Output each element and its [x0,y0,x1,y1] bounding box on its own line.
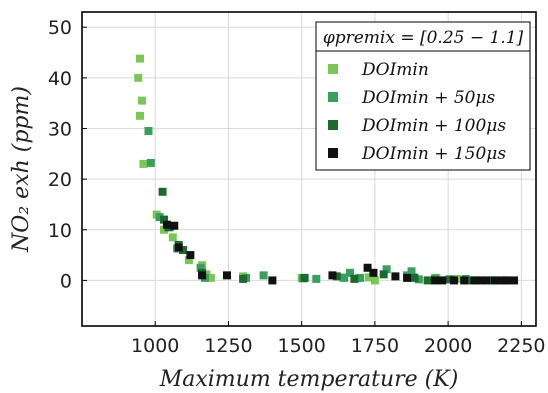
legend-label: DOImin [361,60,429,80]
plot-frame [81,11,537,327]
legend-marker [328,64,338,74]
data-point-series-3 [239,274,248,283]
legend-label: DOImin + 150μs [361,144,506,164]
legend-box [315,21,531,171]
data-point-series-4 [490,276,499,285]
data-point-series-1 [168,233,177,242]
legend-marker [328,148,338,158]
data-point-series-1 [135,111,144,120]
data-point-series-3 [445,275,454,284]
data-point-series-2 [144,127,153,136]
legend-items: DOImin DOImin + 50μs DOImin + 100μs DOImin … [328,60,506,164]
data-point-series-4 [328,271,337,280]
data-point-series-4 [460,276,469,285]
data-point-series-3 [464,276,473,285]
legend: φpremix = [0.25 − 1.1] DOImin DOImin + 50… [315,21,531,171]
data-point-series-4 [369,268,378,277]
data-point-series-3 [332,272,341,281]
y-tick-label: 30 [48,118,72,140]
data-point-series-1 [206,273,215,282]
data-point-series-3 [158,187,167,196]
data-point-series-4 [510,276,519,285]
data-point-series-4 [391,272,400,281]
data-point-series-1 [139,159,148,168]
data-point-series-1 [135,54,144,63]
legend-label: DOImin + 50μs [361,88,496,108]
legend-marker [328,120,338,130]
data-point-series-1 [160,225,169,234]
legend-label: DOImin + 100μs [361,116,506,136]
data-point-series-4 [476,276,485,285]
data-point-series-2 [196,263,205,272]
data-point-series-4 [268,276,277,285]
data-points [134,54,519,285]
data-point-series-2 [146,158,155,167]
legend-marker [328,92,338,102]
data-point-series-4 [174,243,183,252]
data-point-series-4 [363,263,372,272]
data-point-series-3 [160,215,169,224]
data-point-series-4 [430,276,439,285]
x-tick-label: 2000 [424,335,472,357]
data-point-series-4 [162,220,171,229]
x-tick-label: 1250 [204,335,252,357]
data-point-series-3 [179,246,188,255]
data-point-series-3 [379,270,388,279]
data-point-series-2 [414,275,423,284]
x-tick-label: 2250 [497,335,545,357]
x-tick-label: 1000 [131,335,179,357]
x-axis-title: Maximum temperature (K) [159,367,459,392]
data-point-series-1 [365,273,374,282]
data-point-series-1 [370,276,379,285]
data-point-series-2 [346,268,355,277]
data-point-series-3 [350,274,359,283]
ticks: 1000 1250 1500 1750 2000 2250 0 10 20 30 40 50 [48,17,546,357]
data-point-series-4 [198,271,207,280]
y-tick-label: 20 [48,169,72,191]
data-point-series-1 [134,73,143,82]
data-point-series-4 [403,273,412,282]
data-point-series-4 [170,221,179,230]
data-point-series-4 [222,271,231,280]
y-tick-label: 10 [48,220,72,242]
data-point-series-4 [502,276,511,285]
data-point-series-4 [449,276,458,285]
x-tick-label: 1500 [277,335,325,357]
data-point-series-1 [138,96,147,105]
y-tick-label: 40 [48,68,72,90]
data-point-series-3 [410,273,419,282]
y-axis-title: NO₂ exh (ppm) [9,86,34,253]
data-point-series-4 [496,276,505,285]
data-point-series-2 [155,213,164,222]
x-tick-label: 1750 [351,335,399,357]
legend-title: φpremix = [0.25 − 1.1] [323,28,524,48]
data-point-series-2 [356,273,365,282]
y-tick-label: 50 [48,17,72,39]
data-point-series-2 [340,273,349,282]
y-tick-label: 0 [60,270,72,292]
data-point-series-2 [382,265,391,274]
data-point-series-3 [423,276,432,285]
data-point-series-2 [407,267,416,276]
data-point-series-3 [300,273,309,282]
data-point-series-4 [470,276,479,285]
data-point-series-4 [482,276,491,285]
data-point-series-4 [438,276,447,285]
data-point-series-2 [312,274,321,283]
data-point-series-4 [186,251,195,260]
data-point-series-1 [184,256,193,265]
data-point-series-2 [259,271,268,280]
